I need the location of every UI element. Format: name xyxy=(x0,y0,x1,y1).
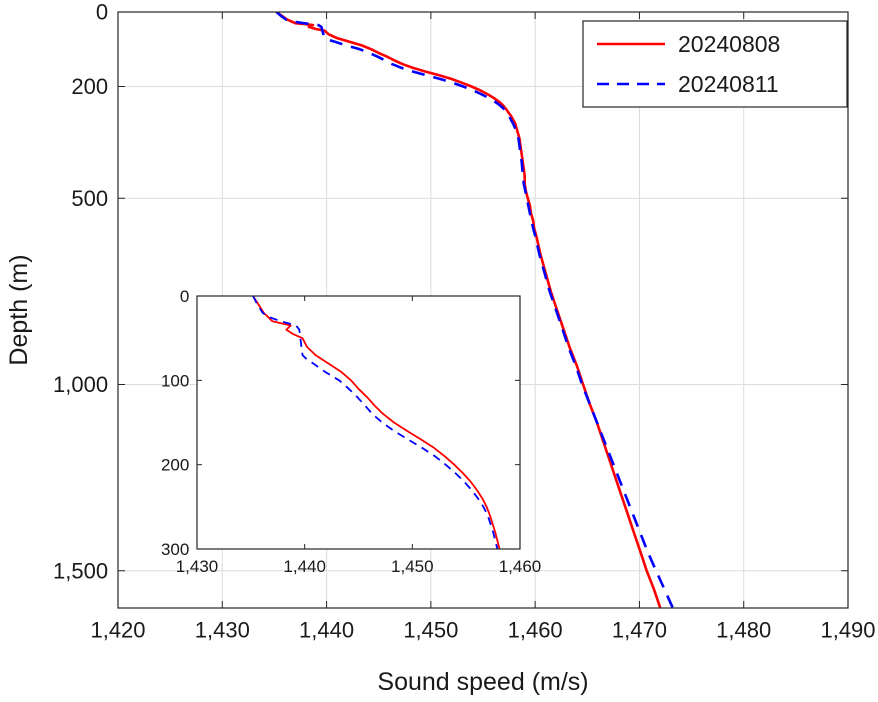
y-tick-label: 1,500 xyxy=(53,558,108,583)
inset-axes-box xyxy=(196,295,521,550)
y-tick-label: 100 xyxy=(161,371,189,390)
legend-label: 20240811 xyxy=(678,71,779,97)
x-tick-label: 1,480 xyxy=(716,618,771,643)
y-tick-label: 0 xyxy=(180,287,189,306)
x-tick-label: 1,450 xyxy=(391,557,434,576)
x-tick-label: 1,470 xyxy=(612,618,667,643)
legend-box xyxy=(582,20,848,108)
x-tick-label: 1,460 xyxy=(499,557,542,576)
y-tick-label: 1,000 xyxy=(53,372,108,397)
y-tick-label: 300 xyxy=(161,540,189,559)
x-tick-label: 1,460 xyxy=(508,618,563,643)
x-axis-label: Sound speed (m/s) xyxy=(377,668,588,696)
x-tick-label: 1,490 xyxy=(820,618,875,643)
legend: 20240808 20240811 xyxy=(582,20,848,108)
inset-axes-series-layer xyxy=(252,296,501,549)
inset-axes: 1,430 1,440 1,450 1,460 0 100 200 300 xyxy=(161,287,542,576)
x-tick-label: 1,440 xyxy=(283,557,326,576)
legend-label: 20240808 xyxy=(678,31,780,57)
main-axes-series-layer xyxy=(275,12,674,608)
x-tick-label: 1,430 xyxy=(195,618,250,643)
x-tick-label: 1,430 xyxy=(176,557,219,576)
y-tick-label: 0 xyxy=(96,0,108,25)
main-axes-series-20240811 xyxy=(275,12,674,608)
y-axis-label: Depth (m) xyxy=(5,254,33,365)
inset-axes-background xyxy=(197,296,520,549)
x-tick-label: 1,440 xyxy=(299,618,354,643)
y-tick-label: 200 xyxy=(161,456,189,475)
main-axes-box xyxy=(117,11,849,609)
y-tick-label: 500 xyxy=(71,186,108,211)
x-tick-label: 1,420 xyxy=(90,618,145,643)
y-tick-label: 200 xyxy=(71,74,108,99)
x-tick-label: 1,450 xyxy=(403,618,458,643)
inset-axes-series-20240808 xyxy=(252,296,501,549)
